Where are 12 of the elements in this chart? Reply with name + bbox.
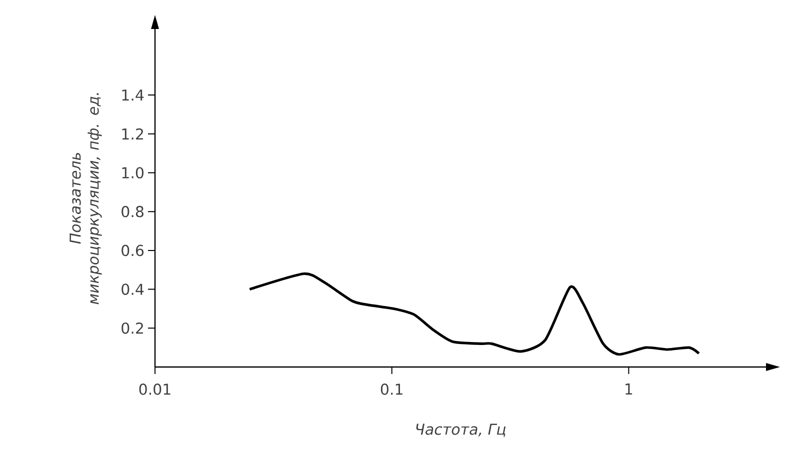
y-tick-label: 0.8: [122, 206, 144, 218]
x-tick-label: 0.01: [139, 384, 170, 395]
y-axis-title: Показатель микроциркуляции, пф. ед.: [70, 93, 102, 304]
x-tick-label: 0.1: [380, 384, 402, 395]
y-tick-label: 1.4: [122, 90, 144, 101]
x-tick-label: 1: [626, 384, 632, 394]
y-tick-label: 1.2: [122, 128, 143, 140]
y-tick-label: 0.4: [122, 284, 144, 295]
y-tick-label: 0.6: [122, 244, 144, 256]
x-axis-title: Частота, Гц: [416, 424, 506, 437]
y-tick-label: 0.2: [122, 322, 143, 334]
y-tick-label: 1.0: [122, 167, 144, 178]
